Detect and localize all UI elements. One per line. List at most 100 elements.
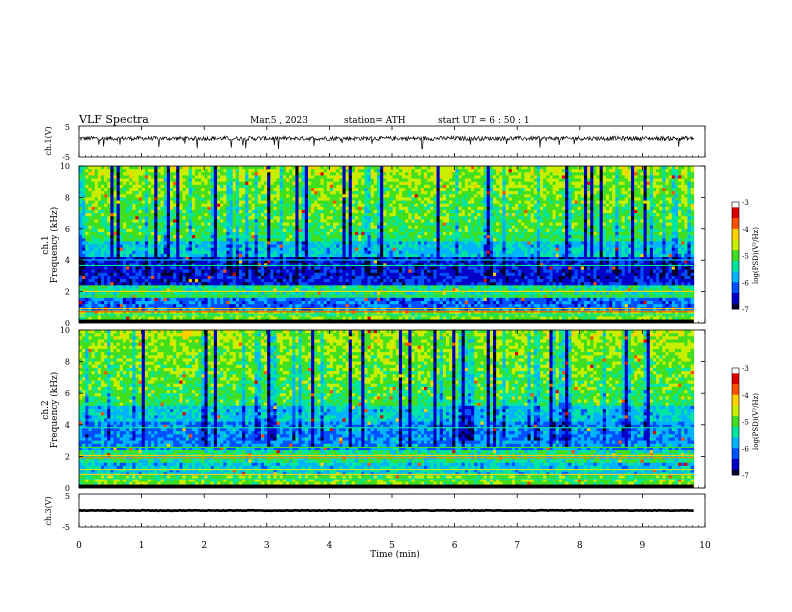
spectrogram-cell (142, 216, 146, 220)
spectrogram-cell (248, 285, 252, 289)
spectrogram-cell (211, 298, 215, 302)
spectrogram-cell (386, 285, 390, 289)
spectrogram-cell (154, 191, 158, 195)
spectrogram-cell (95, 201, 99, 205)
spectrogram-cell (386, 279, 390, 283)
spectrogram-cell (189, 197, 193, 201)
spectrogram-cell (101, 179, 105, 183)
spectrogram-cell (371, 245, 375, 249)
spectrogram-cell (88, 248, 92, 252)
spectrogram-cell (292, 182, 296, 186)
spectrogram-cell (364, 226, 368, 230)
spectrogram-cell (299, 238, 303, 242)
spectrogram-cell (82, 282, 86, 286)
spectrogram-cell (120, 254, 124, 258)
spectrogram-cell (255, 245, 259, 249)
spectrogram-cell (349, 185, 353, 189)
spectrogram-cell (239, 226, 243, 230)
spectrogram-cell (292, 213, 296, 217)
spectrogram-cell (220, 304, 224, 308)
spectrogram-cell (264, 301, 268, 305)
spectrogram-cell (223, 276, 227, 280)
spectrogram-cell (361, 301, 365, 305)
spectrogram-cell (170, 223, 174, 227)
spectrogram-cell (252, 201, 256, 205)
spectrogram-cell (270, 304, 274, 308)
spectrogram-cell (110, 248, 114, 252)
spectrogram-cell (267, 273, 271, 277)
spectrogram-cell (302, 197, 306, 201)
spectrogram-cell (380, 248, 384, 252)
spectrogram-cell (355, 213, 359, 217)
spectrogram-cell (311, 179, 315, 183)
spectrogram-cell (79, 292, 83, 296)
spectrogram-cell (371, 210, 375, 214)
spectrogram-cell (164, 166, 168, 170)
spectrogram-cell (333, 201, 337, 205)
spectrogram-cell (252, 298, 256, 302)
spectrogram-cell (386, 166, 390, 170)
spectrogram-cell (349, 292, 353, 296)
spectrogram-cell (339, 179, 343, 183)
spectrogram-cell (230, 194, 234, 198)
spectrogram-cell (92, 241, 96, 245)
spectrogram-cell (104, 191, 108, 195)
spectrogram-cell (195, 210, 199, 214)
spectrogram-cell (311, 191, 315, 195)
spectrogram-cell (261, 213, 265, 217)
spectrogram-cell (208, 204, 212, 208)
spectrogram-cell (201, 254, 205, 258)
spectrogram-cell (214, 216, 218, 220)
spectrogram-cell (299, 197, 303, 201)
spectrogram-cell (79, 270, 83, 274)
spectrogram-cell (368, 248, 372, 252)
spectrogram-cell (214, 254, 218, 258)
spectrogram-cell (311, 175, 315, 179)
spectrogram-cell (252, 276, 256, 280)
spectrogram-cell (286, 219, 290, 223)
spectrogram-cell (135, 207, 139, 211)
spectrogram-cell (233, 248, 237, 252)
spectrogram-cell (88, 229, 92, 233)
spectrogram-cell (117, 251, 121, 255)
spectrogram-cell (176, 273, 180, 277)
spectrogram-cell (242, 292, 246, 296)
spectrogram-cell (230, 226, 234, 230)
spectrogram-cell (123, 304, 127, 308)
spectrogram-cell (92, 194, 96, 198)
spectrogram-cell (295, 204, 299, 208)
spectrogram-cell (270, 226, 274, 230)
spectrogram-cell (267, 182, 271, 186)
spectrogram-cell (164, 201, 168, 205)
spectrogram-cell (242, 245, 246, 249)
spectrogram-cell (280, 204, 284, 208)
spectrogram-cell (336, 229, 340, 233)
spectrogram-cell (273, 197, 277, 201)
spectrogram-cell (336, 238, 340, 242)
spectrogram-cell (154, 245, 158, 249)
spectrogram-cell (183, 304, 187, 308)
spectrogram-cell (346, 201, 350, 205)
spectrogram-cell (308, 229, 312, 233)
spectrogram-cell (92, 304, 96, 308)
spectrogram-cell (236, 210, 240, 214)
spectrogram-cell (327, 182, 331, 186)
spectrogram-cell (120, 270, 124, 274)
spectrogram-cell (123, 266, 127, 270)
spectrogram-cell (321, 245, 325, 249)
spectrogram-cell (368, 229, 372, 233)
spectrogram-cell (230, 169, 234, 173)
spectrogram-cell (361, 194, 365, 198)
spectrogram-cell (85, 201, 89, 205)
spectrogram-cell (167, 276, 171, 280)
spectrogram-cell (148, 172, 152, 176)
spectrogram-cell (327, 304, 331, 308)
spectrogram-cell (280, 182, 284, 186)
spectrogram-cell (342, 172, 346, 176)
spectrogram-cell (321, 204, 325, 208)
spectrogram-cell (292, 282, 296, 286)
spectrogram-cell (380, 191, 384, 195)
spectrogram-cell (198, 201, 202, 205)
spectrogram-cell (245, 235, 249, 239)
spectrogram-cell (267, 223, 271, 227)
